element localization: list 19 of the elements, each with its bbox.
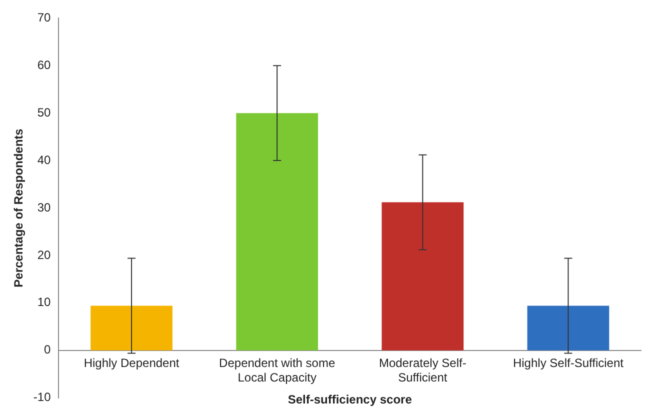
y-tick-label: -10 [33, 390, 52, 404]
bar [527, 306, 610, 350]
y-tick-label: 30 [37, 200, 52, 214]
y-tick-label: 0 [44, 342, 52, 357]
x-axis-title: Self-sufficiency score [288, 392, 412, 407]
y-tick-label: 20 [37, 248, 52, 262]
x-tick-label: Moderately Self-Sufficient [378, 356, 466, 384]
y-tick-label: 50 [37, 105, 52, 120]
bar [90, 306, 172, 350]
x-tick-label: Highly Dependent [84, 356, 180, 370]
y-tick-label: 60 [37, 58, 52, 72]
x-tick-label: Dependent with some Local Capacity [219, 356, 336, 384]
y-axis-title: Percentage of Respondents [12, 128, 26, 288]
y-tick-label: 10 [37, 295, 52, 310]
bar [236, 113, 318, 350]
y-tick-label: 70 [37, 10, 52, 25]
y-tick-label: 40 [37, 152, 52, 167]
x-tick-label: Highly Self-Sufficient [512, 356, 624, 370]
bar [382, 202, 464, 350]
